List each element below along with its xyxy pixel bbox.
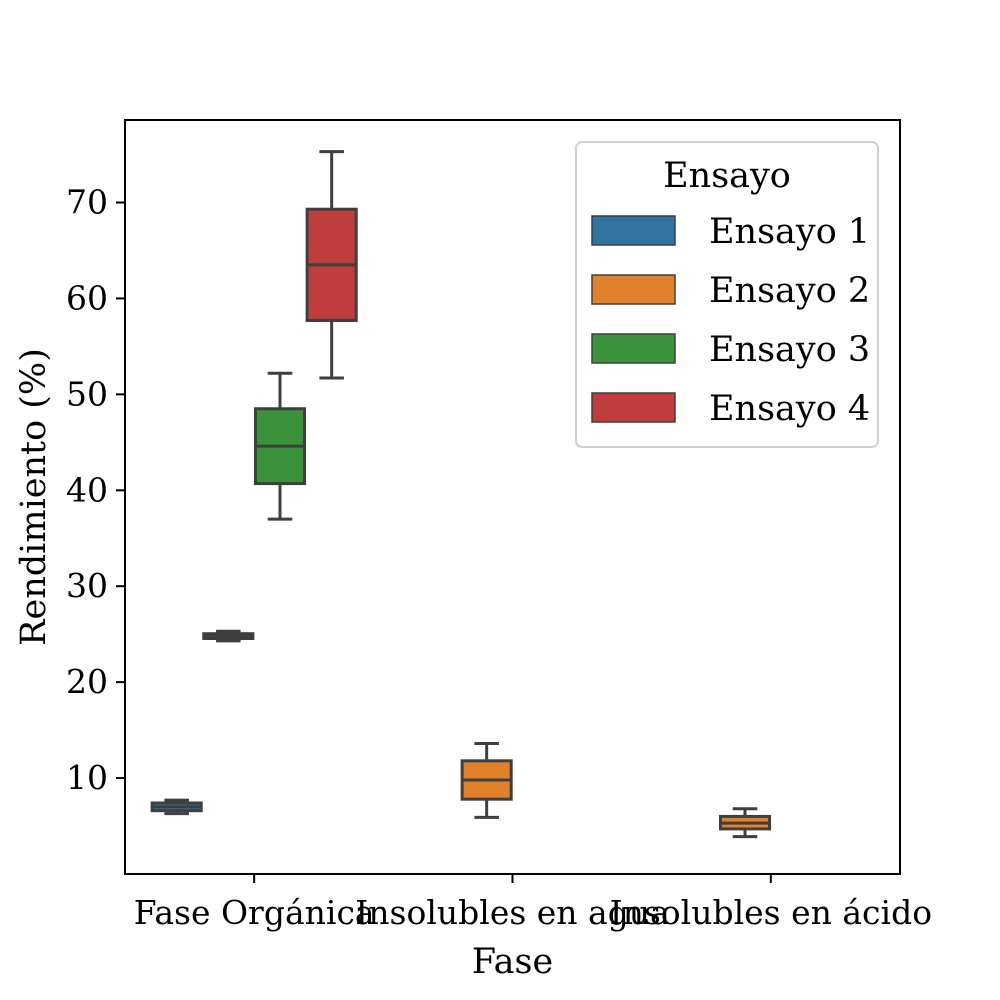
legend-title: Ensayo — [663, 156, 791, 196]
legend-items: Ensayo 1 Ensayo 2 Ensayo 3 Ensayo 4 — [591, 212, 870, 429]
y-tick-label: 60 — [66, 278, 108, 317]
plot-frame — [124, 119, 901, 875]
y-tick-label: 10 — [66, 758, 108, 797]
y-tick-label: 30 — [66, 566, 108, 605]
y-tick-label: 40 — [66, 470, 108, 509]
legend-swatch — [591, 333, 676, 364]
x-axis-title: Fase — [472, 942, 553, 982]
legend-swatch — [591, 392, 676, 423]
box-ensayo-2 — [202, 629, 255, 643]
legend-swatch — [591, 215, 676, 246]
x-tick-label: Fase Orgánica — [134, 893, 375, 932]
x-tick-label: Insolubles en ácido — [610, 893, 933, 932]
y-tick-label: 50 — [66, 374, 108, 413]
box-ensayo-2 — [460, 742, 513, 819]
y-tick-label: 70 — [66, 182, 108, 221]
legend: Ensayo Ensayo 1 Ensayo 2 Ensayo 3 Ensayo 4 — [575, 141, 879, 448]
x-tick-label: Insolubles en agua — [355, 893, 670, 932]
box-ensayo-3 — [253, 371, 307, 521]
legend-label: Ensayo 2 — [709, 271, 870, 311]
box-ensayo-2 — [718, 807, 772, 839]
box-ensayo-4 — [305, 150, 358, 380]
y-axis-title: Rendimiento (%) — [14, 348, 54, 646]
legend-swatch — [591, 274, 676, 305]
legend-label: Ensayo 4 — [709, 389, 870, 429]
legend-label: Ensayo 3 — [709, 330, 870, 370]
box-marks — [150, 150, 772, 839]
legend-label: Ensayo 1 — [709, 212, 870, 252]
box-ensayo-1 — [150, 798, 203, 816]
y-tick-label: 20 — [66, 662, 108, 701]
